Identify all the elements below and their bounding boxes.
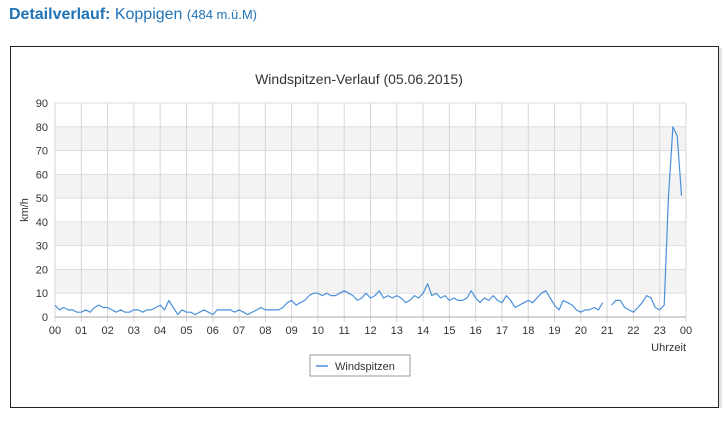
y-tick-label: 20 <box>36 264 48 276</box>
x-tick-label: 02 <box>101 325 113 337</box>
series-line <box>54 283 604 316</box>
x-tick-label: 08 <box>259 325 271 337</box>
frame-shadow <box>719 48 722 408</box>
legend-label: Windspitzen <box>335 361 395 373</box>
y-tick-label: 50 <box>36 193 48 205</box>
x-tick-label: 09 <box>286 325 298 337</box>
x-tick-label: 07 <box>233 325 245 337</box>
series-lines <box>54 126 683 316</box>
y-tick-label: 0 <box>42 312 48 324</box>
x-tick-label: 11 <box>338 325 349 337</box>
station-name: Koppigen <box>114 6 183 23</box>
x-tick-label: 21 <box>601 325 613 337</box>
x-tick-label: 23 <box>654 325 666 337</box>
x-gridlines <box>54 103 687 322</box>
station-elevation: (484 m.ü.M) <box>186 7 257 22</box>
y-tick-labels: 0 10 20 30 40 50 60 70 80 90 <box>36 98 48 324</box>
x-tick-label: 03 <box>128 325 140 337</box>
x-axis-label: Uhrzeit <box>651 342 686 354</box>
x-tick-label: 22 <box>627 325 639 337</box>
x-tick-label: 19 <box>548 325 560 337</box>
x-tick-label: 01 <box>75 325 87 337</box>
x-tick-label: 04 <box>154 325 166 337</box>
x-tick-label: 06 <box>207 325 219 337</box>
y-tick-label: 10 <box>36 288 48 300</box>
y-tick-label: 30 <box>36 241 48 253</box>
x-tick-label: 10 <box>312 325 324 337</box>
x-tick-label: 17 <box>496 325 508 337</box>
x-tick-label: 12 <box>364 325 376 337</box>
x-tick-label: 18 <box>522 325 534 337</box>
x-tick-label: 16 <box>470 325 482 337</box>
chart-title: Windspitzen-Verlauf (05.06.2015) <box>255 71 463 87</box>
x-tick-label: 00 <box>680 325 692 337</box>
y-tick-label: 70 <box>36 146 48 158</box>
x-tick-labels: 00 01 02 03 04 05 06 07 08 09 10 11 12 13 14 15 16 17 18 19… <box>49 325 692 337</box>
x-tick-label: 15 <box>443 325 455 337</box>
x-tick-label: 20 <box>575 325 587 337</box>
y-tick-label: 60 <box>36 169 48 181</box>
y-axis-label: km/h <box>19 198 31 222</box>
x-tick-label: 14 <box>417 325 429 337</box>
series-line <box>611 126 683 313</box>
x-tick-label: 05 <box>180 325 192 337</box>
x-tick-label: 00 <box>49 325 61 337</box>
page-heading: Detailverlauf: Koppigen (484 m.ü.M) <box>9 6 257 24</box>
legend[interactable]: Windspitzen <box>309 354 411 377</box>
y-tick-label: 80 <box>36 122 48 134</box>
heading-label: Detailverlauf: <box>9 6 111 23</box>
y-tick-label: 90 <box>36 98 48 110</box>
legend-box <box>309 354 411 377</box>
y-tick-label: 40 <box>36 217 48 229</box>
x-tick-label: 13 <box>391 325 403 337</box>
